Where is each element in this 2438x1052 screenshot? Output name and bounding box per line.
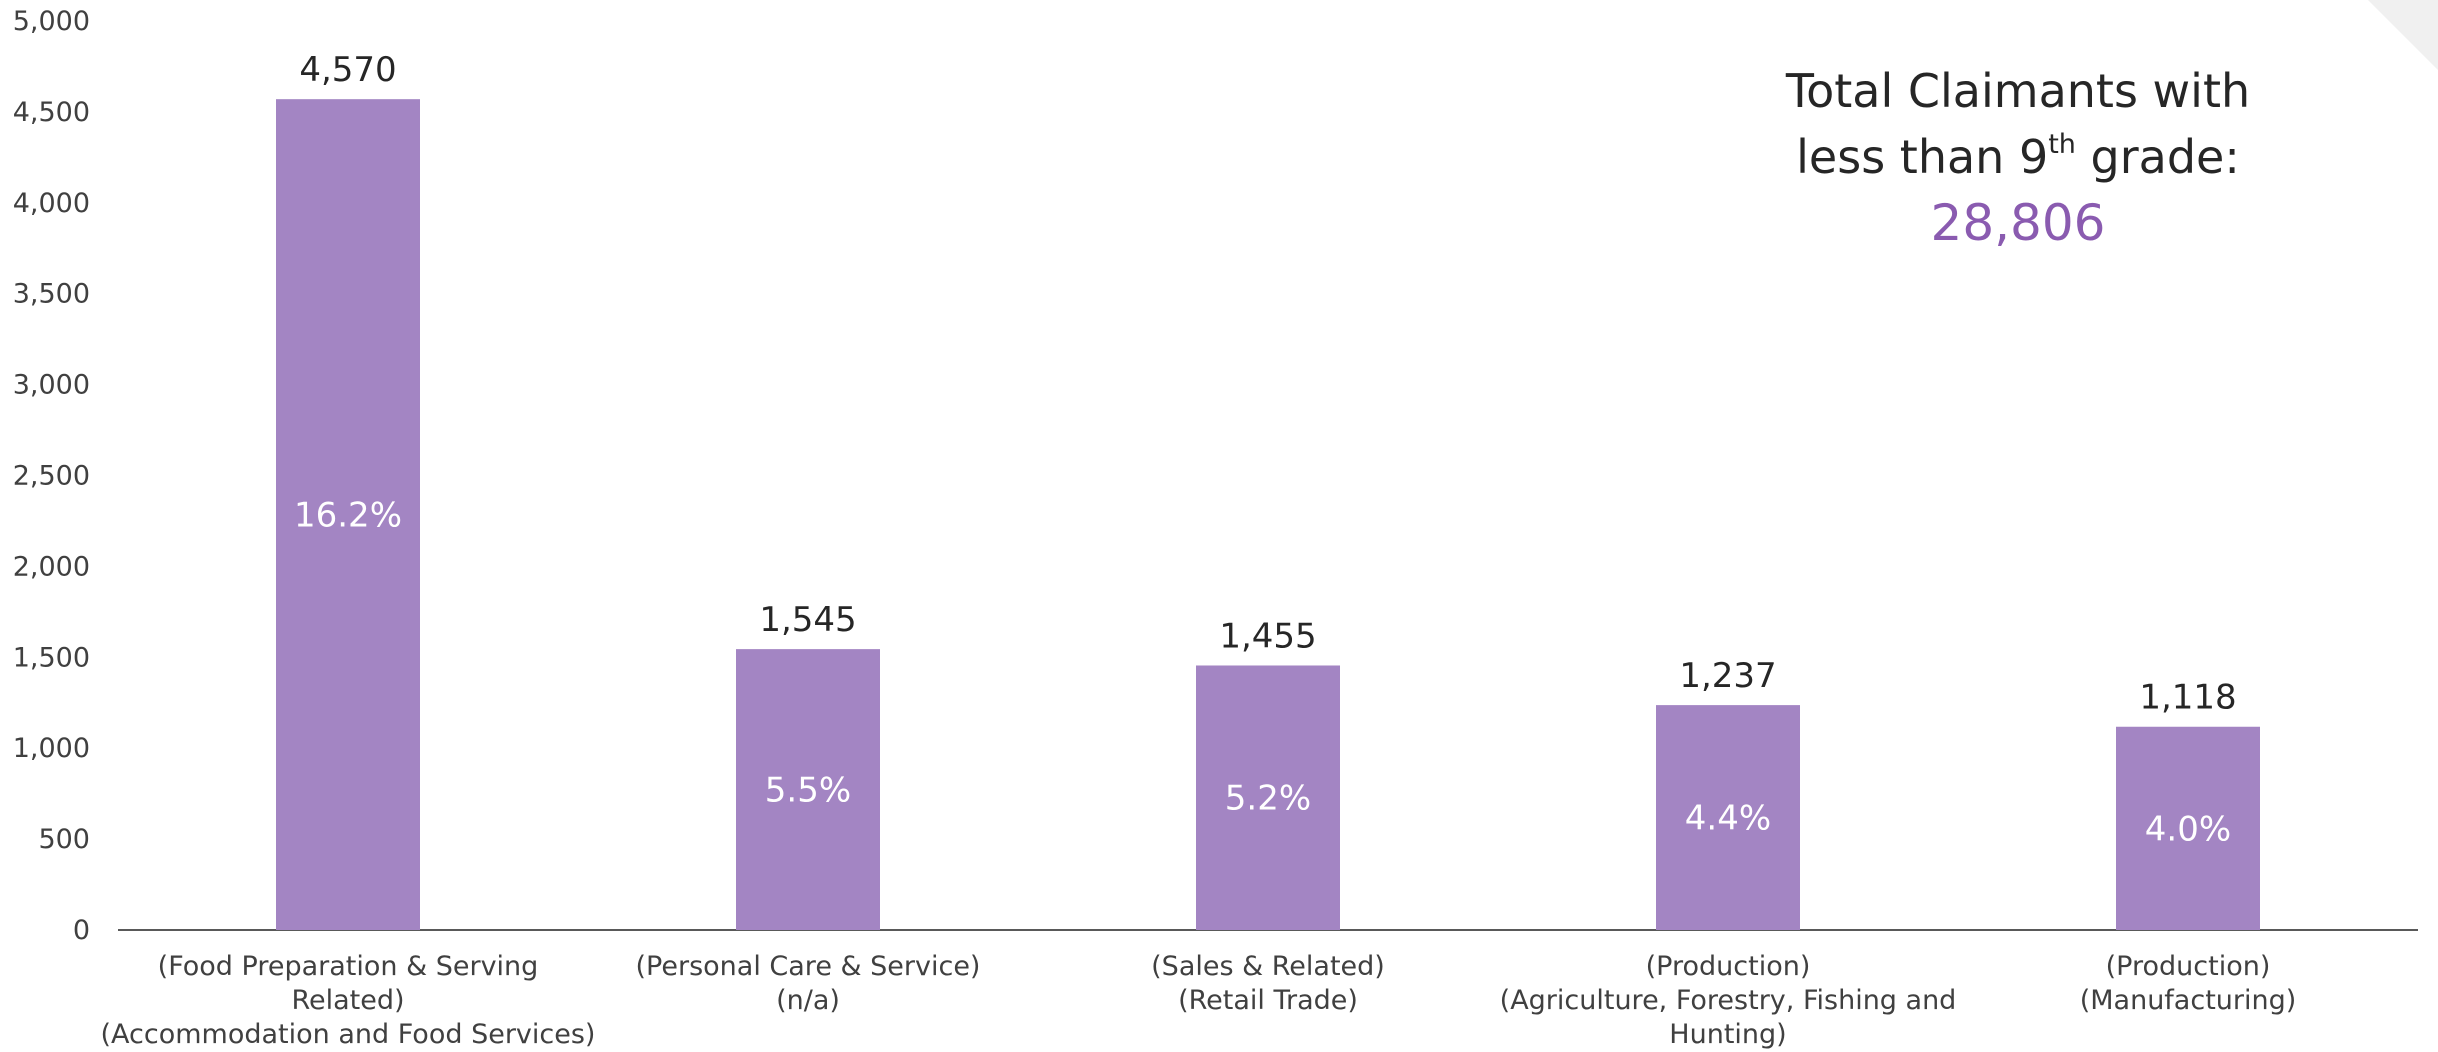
bar-value-label: 1,118 bbox=[2139, 678, 2236, 718]
total-claimants-value: 28,806 bbox=[1930, 194, 2106, 252]
x-category-label-line: (n/a) bbox=[776, 985, 840, 1016]
y-tick-label: 4,500 bbox=[13, 97, 90, 128]
y-tick-label: 3,500 bbox=[13, 279, 90, 310]
x-category-label: (Production) (Agriculture, Forestry, Fish… bbox=[1500, 951, 1957, 1050]
y-tick-label: 4,000 bbox=[13, 188, 90, 219]
y-tick-label: 3,000 bbox=[13, 370, 90, 401]
y-tick-label: 500 bbox=[38, 824, 90, 855]
total-claimants-annotation: Total Claimants with less than 9th grade… bbox=[1698, 58, 2338, 256]
corner-decoration bbox=[2368, 0, 2438, 70]
x-category-label-line: (Food Preparation & Serving bbox=[158, 951, 539, 982]
bar bbox=[1196, 665, 1340, 930]
annotation-line-1: Total Claimants with bbox=[1785, 64, 2251, 118]
x-category-label: (Food Preparation & Serving Related) (Acco… bbox=[101, 951, 596, 1050]
x-category-label: (Personal Care & Service) (n/a) bbox=[636, 951, 981, 1016]
bar-value-label: 1,237 bbox=[1679, 656, 1776, 696]
bar-percent-label: 4.4% bbox=[1685, 799, 1771, 839]
bar bbox=[276, 99, 420, 930]
annotation-line-2: less than 9th grade: bbox=[1698, 124, 2338, 190]
y-tick-label: 1,000 bbox=[13, 733, 90, 764]
x-category-label: (Sales & Related) (Retail Trade) bbox=[1151, 951, 1385, 1016]
annotation-line-2-start: less than 9 bbox=[1796, 130, 2049, 184]
bar bbox=[2116, 726, 2260, 930]
bar bbox=[736, 649, 880, 930]
x-category-label-line: (Retail Trade) bbox=[1178, 985, 1358, 1016]
bar-percent-label: 5.2% bbox=[1225, 779, 1311, 819]
annotation-line-2-end: grade: bbox=[2075, 130, 2240, 184]
annotation-superscript: th bbox=[2048, 129, 2076, 160]
bar-percent-label: 5.5% bbox=[765, 771, 851, 811]
y-tick-label: 0 bbox=[73, 915, 90, 946]
y-tick-label: 1,500 bbox=[13, 642, 90, 673]
bar-percent-label: 16.2% bbox=[294, 496, 402, 536]
x-category-label-line: (Agriculture, Forestry, Fishing and bbox=[1500, 985, 1957, 1016]
x-category-label-line: (Personal Care & Service) bbox=[636, 951, 981, 982]
bar-value-label: 4,570 bbox=[299, 50, 396, 90]
x-category-label-line: Related) bbox=[291, 985, 404, 1016]
bar-value-label: 1,455 bbox=[1219, 616, 1316, 656]
bar-value-label: 1,545 bbox=[759, 600, 856, 640]
x-category-label-line: (Production) bbox=[1646, 951, 1811, 982]
x-category-label: (Production) (Manufacturing) bbox=[2080, 951, 2297, 1016]
x-category-label-line: Hunting) bbox=[1669, 1019, 1786, 1050]
bar-percent-label: 4.0% bbox=[2145, 809, 2231, 849]
bar bbox=[1656, 705, 1800, 930]
y-tick-label: 2,000 bbox=[13, 551, 90, 582]
x-category-label-line: (Production) bbox=[2106, 951, 2271, 982]
x-category-label-line: (Sales & Related) bbox=[1151, 951, 1385, 982]
y-tick-label: 2,500 bbox=[13, 461, 90, 492]
y-tick-label: 5,000 bbox=[13, 6, 90, 37]
x-category-label-line: (Manufacturing) bbox=[2080, 985, 2297, 1016]
x-category-label-line: (Accommodation and Food Services) bbox=[101, 1019, 596, 1050]
